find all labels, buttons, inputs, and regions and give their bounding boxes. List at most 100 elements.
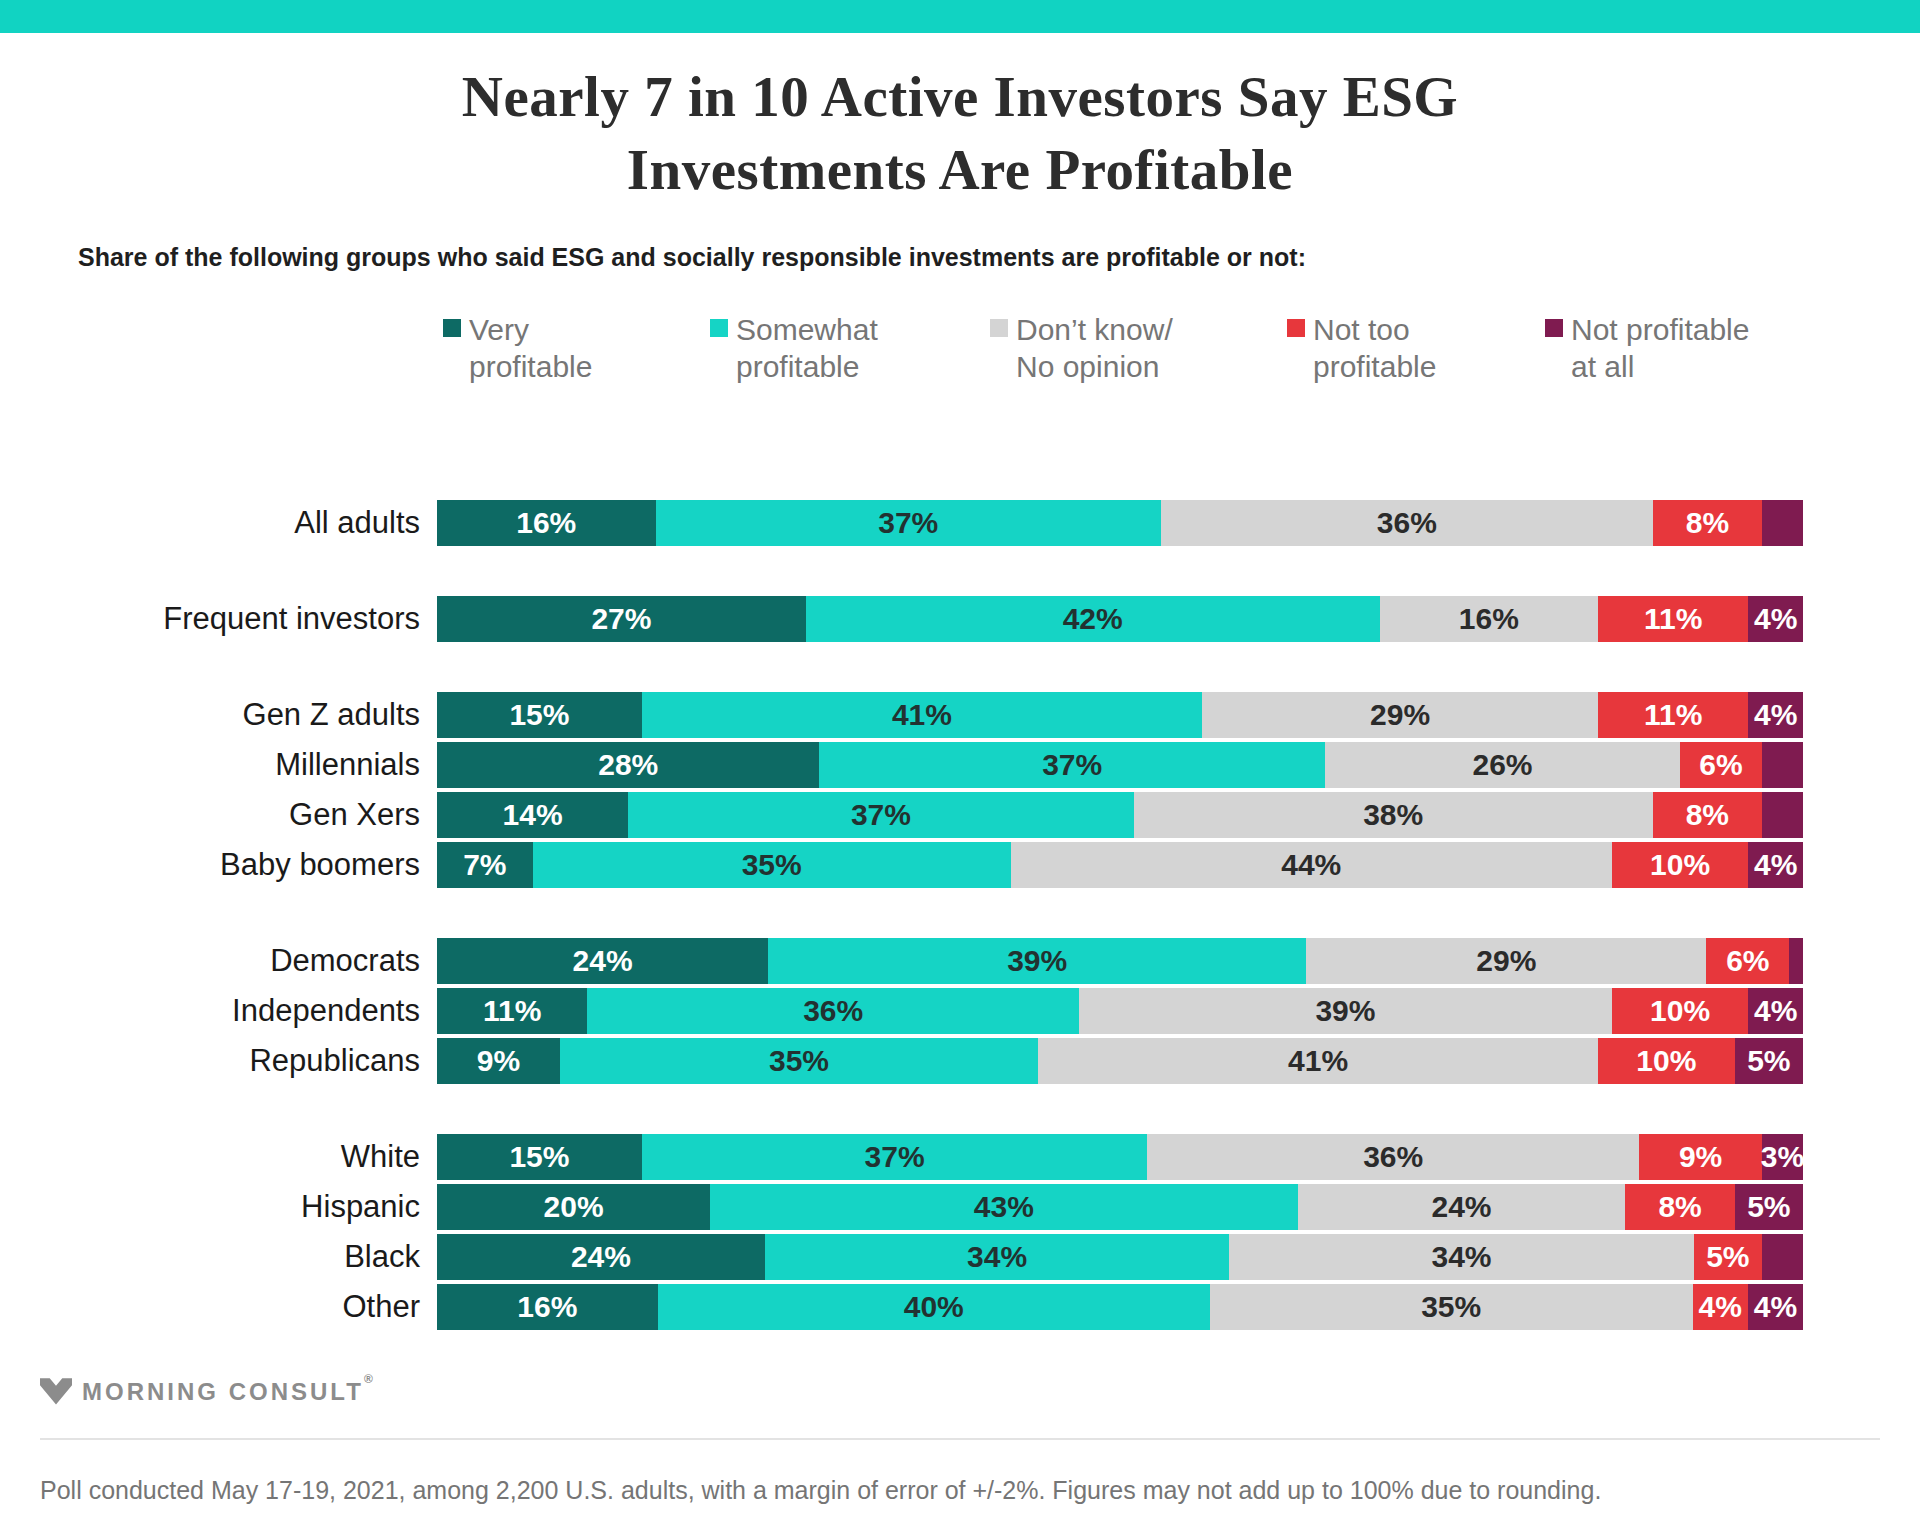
bar-group: Democrats24%39%29%6%Independents11%36%39… bbox=[40, 938, 1920, 1084]
segment-value-label: 15% bbox=[509, 1140, 569, 1174]
segment-value-label: 37% bbox=[1042, 748, 1102, 782]
bar-segment: 35% bbox=[533, 842, 1011, 888]
bar-segment: 15% bbox=[437, 692, 642, 738]
bar-segment: 26% bbox=[1325, 742, 1680, 788]
segment-value-label: 10% bbox=[1636, 1044, 1696, 1078]
segment-value-label: 8% bbox=[1686, 506, 1729, 540]
row-label: Frequent investors bbox=[40, 601, 437, 637]
chart-subtitle: Share of the following groups who said E… bbox=[78, 243, 1840, 272]
segment-value-label: 35% bbox=[1421, 1290, 1481, 1324]
segment-value-label: 28% bbox=[598, 748, 658, 782]
bar-segment: 8% bbox=[1653, 792, 1762, 838]
row-label: Republicans bbox=[40, 1043, 437, 1079]
stacked-bar: 14%37%38%8% bbox=[437, 792, 1803, 838]
bar-segment: 37% bbox=[656, 500, 1161, 546]
bar-segment: 10% bbox=[1612, 988, 1749, 1034]
segment-value-label: 34% bbox=[1431, 1240, 1491, 1274]
bar-segment: 8% bbox=[1653, 500, 1762, 546]
legend-item: Not profitableat all bbox=[1545, 312, 1749, 385]
segment-value-label: 15% bbox=[509, 698, 569, 732]
bar-segment: 4% bbox=[1693, 1284, 1748, 1330]
bar-segment bbox=[1762, 500, 1803, 546]
bar-segment: 4% bbox=[1748, 988, 1803, 1034]
segment-value-label: 5% bbox=[1747, 1190, 1790, 1224]
segment-value-label: 24% bbox=[573, 944, 633, 978]
registered-mark: ® bbox=[364, 1372, 376, 1386]
bar-row: All adults16%37%36%8% bbox=[40, 500, 1920, 546]
bar-segment: 6% bbox=[1680, 742, 1762, 788]
bar-segment: 38% bbox=[1134, 792, 1653, 838]
legend-swatch-icon bbox=[1287, 319, 1305, 337]
bar-group: Frequent investors27%42%16%11%4% bbox=[40, 596, 1920, 642]
bar-segment: 5% bbox=[1735, 1038, 1803, 1084]
bar-segment: 24% bbox=[437, 1234, 765, 1280]
segment-value-label: 39% bbox=[1007, 944, 1067, 978]
bar-segment: 6% bbox=[1706, 938, 1789, 984]
bar-segment: 29% bbox=[1202, 692, 1598, 738]
legend-swatch-icon bbox=[443, 319, 461, 337]
segment-value-label: 37% bbox=[851, 798, 911, 832]
bar-segment bbox=[1762, 792, 1803, 838]
segment-value-label: 6% bbox=[1699, 748, 1742, 782]
bar-segment: 39% bbox=[1079, 988, 1612, 1034]
bar-segment: 16% bbox=[437, 1284, 658, 1330]
bar-segment: 11% bbox=[1598, 596, 1748, 642]
bar-segment: 4% bbox=[1748, 596, 1803, 642]
legend-swatch-icon bbox=[990, 319, 1008, 337]
bar-segment: 36% bbox=[587, 988, 1079, 1034]
bar-row: Gen Z adults15%41%29%11%4% bbox=[40, 692, 1920, 738]
bar-segment: 5% bbox=[1694, 1234, 1762, 1280]
stacked-bar: 15%37%36%9%3% bbox=[437, 1134, 1803, 1180]
bar-row: Democrats24%39%29%6% bbox=[40, 938, 1920, 984]
segment-value-label: 29% bbox=[1370, 698, 1430, 732]
segment-value-label: 37% bbox=[878, 506, 938, 540]
bar-segment: 40% bbox=[658, 1284, 1210, 1330]
segment-value-label: 20% bbox=[544, 1190, 604, 1224]
row-label: Gen Z adults bbox=[40, 697, 437, 733]
segment-value-label: 4% bbox=[1754, 848, 1797, 882]
legend-item: Not tooprofitable bbox=[1287, 312, 1436, 385]
bar-chart: All adults16%37%36%8%Frequent investors2… bbox=[40, 500, 1920, 1330]
segment-value-label: 44% bbox=[1281, 848, 1341, 882]
bar-row: Hispanic20%43%24%8%5% bbox=[40, 1184, 1920, 1230]
bar-row: Frequent investors27%42%16%11%4% bbox=[40, 596, 1920, 642]
stacked-bar: 20%43%24%8%5% bbox=[437, 1184, 1803, 1230]
segment-value-label: 24% bbox=[571, 1240, 631, 1274]
row-label: Black bbox=[40, 1239, 437, 1275]
stacked-bar: 24% 34% 34% 5% bbox=[437, 1234, 1803, 1280]
bar-segment: 11% bbox=[437, 988, 587, 1034]
row-label: Independents bbox=[40, 993, 437, 1029]
bar-segment: 20% bbox=[437, 1184, 710, 1230]
stacked-bar: 24%39%29%6% bbox=[437, 938, 1803, 984]
segment-value-label: 36% bbox=[1377, 506, 1437, 540]
segment-value-label: 26% bbox=[1472, 748, 1532, 782]
bar-group: All adults16%37%36%8% bbox=[40, 500, 1920, 546]
segment-value-label: 24% bbox=[1431, 1190, 1491, 1224]
bar-segment: 3% bbox=[1762, 1134, 1803, 1180]
bar-row: White15%37%36%9%3% bbox=[40, 1134, 1920, 1180]
bar-segment: 44% bbox=[1011, 842, 1612, 888]
bar-segment: 43% bbox=[710, 1184, 1297, 1230]
legend-label: Not profitableat all bbox=[1571, 312, 1749, 385]
segment-value-label: 11% bbox=[1644, 698, 1702, 732]
bar-segment: 10% bbox=[1598, 1038, 1735, 1084]
stacked-bar: 11% 36% 39% 10% 4% bbox=[437, 988, 1803, 1034]
segment-value-label: 43% bbox=[974, 1190, 1034, 1224]
segment-value-label: 10% bbox=[1650, 994, 1710, 1028]
segment-value-label: 41% bbox=[1288, 1044, 1348, 1078]
logo-text: MORNING CONSULT® bbox=[82, 1378, 376, 1406]
segment-value-label: 11% bbox=[1644, 602, 1702, 636]
segment-value-label: 16% bbox=[517, 1290, 577, 1324]
bar-segment: 42% bbox=[806, 596, 1380, 642]
legend-swatch-icon bbox=[710, 319, 728, 337]
bar-segment: 16% bbox=[437, 500, 656, 546]
segment-value-label: 16% bbox=[516, 506, 576, 540]
bar-segment: 41% bbox=[1038, 1038, 1598, 1084]
segment-value-label: 34% bbox=[967, 1240, 1027, 1274]
bar-row: Republicans9%35%41%10%5% bbox=[40, 1038, 1920, 1084]
segment-value-label: 42% bbox=[1063, 602, 1123, 636]
segment-value-label: 36% bbox=[803, 994, 863, 1028]
row-label: Gen Xers bbox=[40, 797, 437, 833]
bar-segment bbox=[1762, 1234, 1803, 1280]
segment-value-label: 4% bbox=[1754, 698, 1797, 732]
